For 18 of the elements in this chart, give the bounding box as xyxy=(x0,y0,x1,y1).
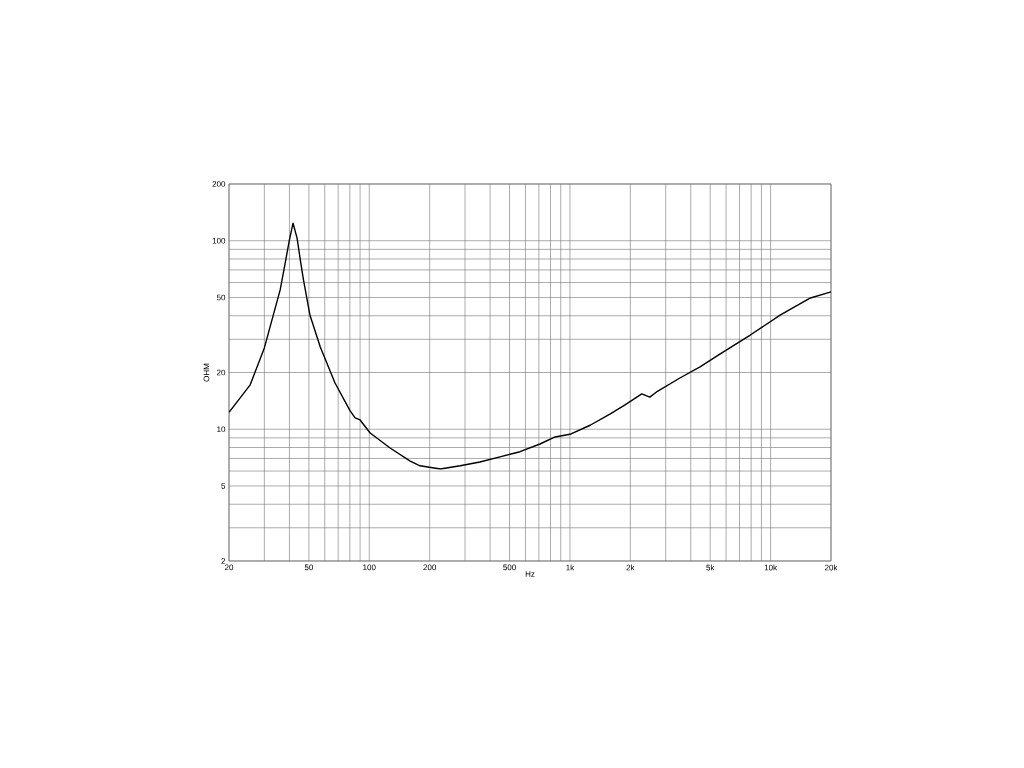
y-tick-label: 2 xyxy=(221,558,226,564)
x-tick-label: 2k xyxy=(626,564,635,571)
y-tick-label: 200 xyxy=(212,181,226,187)
x-tick-label: 5k xyxy=(706,564,715,571)
x-tick-label: 100 xyxy=(363,564,376,571)
y-tick-label: 100 xyxy=(212,237,226,244)
x-tick-label: 20k xyxy=(824,564,838,571)
y-tick-label: 50 xyxy=(216,294,226,301)
y-tick-label: 5 xyxy=(221,483,226,489)
x-tick-label: 10k xyxy=(764,564,778,571)
x-tick-label: 1k xyxy=(566,564,575,571)
y-tick-label: 20 xyxy=(216,369,226,376)
y-axis-title: OHM xyxy=(203,363,210,382)
x-axis-title: Hz xyxy=(525,571,535,577)
x-tick-label: 500 xyxy=(503,564,516,571)
x-tick-label: 200 xyxy=(423,564,437,571)
y-tick-label: 10 xyxy=(217,426,226,433)
x-tick-label: 50 xyxy=(304,564,314,571)
